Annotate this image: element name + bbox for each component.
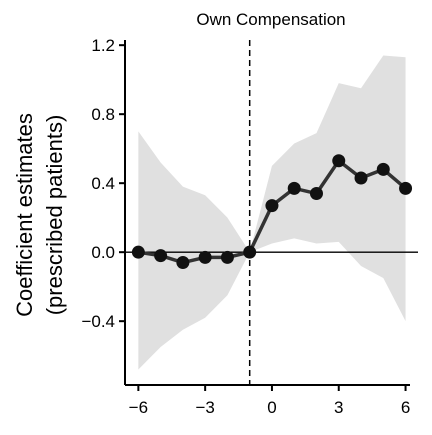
point	[220, 250, 234, 264]
point	[309, 187, 323, 201]
point	[176, 256, 190, 270]
point	[265, 199, 279, 213]
point	[131, 245, 145, 259]
point	[198, 250, 212, 264]
x-tick-label: −3	[195, 398, 214, 417]
point	[376, 162, 390, 176]
point	[399, 181, 413, 195]
y-tick-label: 1.2	[91, 36, 115, 55]
y-axis-label: Coefficient estimates	[12, 113, 37, 317]
y-tick-label: 0.4	[91, 174, 115, 193]
x-tick-label: −6	[129, 398, 148, 417]
y-tick-label: 0.0	[91, 243, 115, 262]
y-tick-label: −0.4	[81, 312, 115, 331]
x-tick-label: 0	[267, 398, 276, 417]
point	[243, 245, 257, 259]
point	[354, 171, 368, 185]
x-tick-label: 3	[334, 398, 343, 417]
point	[154, 249, 168, 263]
point	[332, 154, 346, 168]
point	[287, 181, 301, 195]
confidence-band	[138, 55, 406, 370]
x-tick-label: 6	[401, 398, 410, 417]
y-tick-label: 0.8	[91, 105, 115, 124]
y-axis-label: (prescribed patients)	[42, 115, 67, 316]
chart-title: Own Compensation	[196, 10, 345, 29]
